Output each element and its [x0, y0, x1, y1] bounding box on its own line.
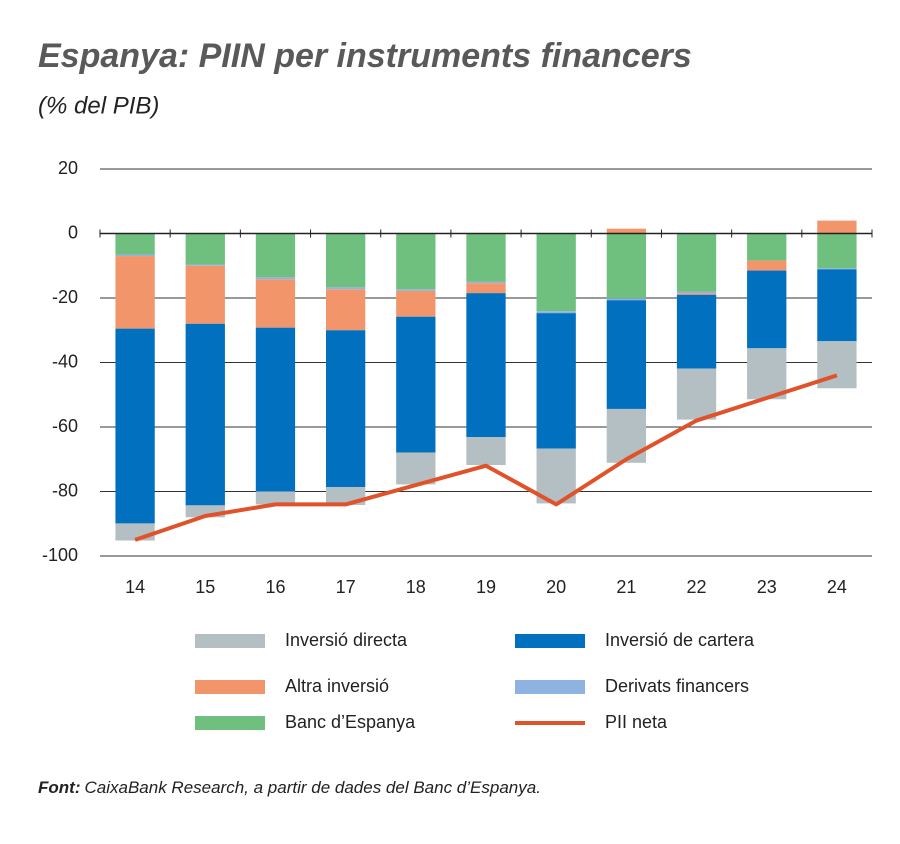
legend-swatch	[515, 680, 585, 694]
x-tick-label: 15	[195, 577, 215, 597]
bar-segment	[255, 277, 296, 280]
x-tick-label: 17	[336, 577, 356, 597]
bar-segment	[255, 233, 296, 278]
bar-segment	[606, 228, 647, 234]
source-text: CaixaBank Research, a partir de dades de…	[84, 778, 540, 797]
x-tick-label: 22	[687, 577, 707, 597]
legend-label: Derivats financers	[605, 676, 749, 696]
y-tick-label: -60	[52, 416, 78, 436]
bar-segment	[606, 408, 647, 463]
y-tick-label: -40	[52, 351, 78, 371]
source-label: Font:	[38, 778, 80, 797]
legend-label: Inversió de cartera	[605, 630, 755, 650]
bar-segment	[255, 491, 296, 505]
bar-segment	[676, 294, 717, 369]
bar-segment	[115, 254, 155, 257]
x-tick-label: 14	[125, 577, 145, 597]
bar-segment	[185, 233, 225, 265]
bar-segment	[747, 260, 787, 271]
bar-segment	[466, 283, 506, 294]
legend-swatch	[195, 634, 265, 648]
bar-segment	[747, 270, 787, 349]
bar-segment	[325, 289, 366, 331]
bar-segment	[115, 328, 155, 524]
x-tick-label: 20	[546, 577, 566, 597]
y-tick-label: -80	[52, 480, 78, 500]
bar-segment	[185, 265, 225, 324]
bar-segment	[255, 279, 296, 328]
bar-segment	[185, 323, 225, 506]
legend-label: Altra inversió	[285, 676, 389, 696]
y-tick-label: -20	[52, 287, 78, 307]
source: Font: CaixaBank Research, a partir de dad…	[38, 778, 541, 797]
bar-segment	[676, 368, 717, 420]
legend-swatch	[515, 634, 585, 648]
bar-segment	[466, 281, 506, 284]
bar-segment	[817, 220, 857, 234]
bar-segment	[325, 330, 366, 487]
bar-segment	[606, 298, 647, 301]
bar-segment	[606, 233, 647, 299]
bar-segment	[817, 268, 857, 270]
bar-segment	[396, 452, 436, 485]
line	[134, 373, 838, 542]
x-tick-label: 23	[757, 577, 777, 597]
bar-segment	[115, 233, 155, 255]
bar-segment	[536, 233, 576, 312]
bar-segment	[817, 269, 857, 342]
x-tick-label: 21	[616, 577, 636, 597]
bar-segment	[676, 291, 717, 294]
bar-segment	[676, 293, 717, 295]
legend-swatch	[195, 680, 265, 694]
bar-segment	[396, 289, 436, 291]
bar-segment	[115, 256, 155, 329]
bar-segment	[536, 311, 576, 314]
y-tick-label: 20	[58, 158, 78, 178]
bar-segment	[396, 316, 436, 453]
bar-segment	[817, 233, 857, 269]
legend-label: PII neta	[605, 712, 668, 732]
x-tick-label: 18	[406, 577, 426, 597]
bar-segment	[325, 233, 366, 288]
legend-label: Banc d’Espanya	[285, 712, 416, 732]
y-tick-label: -100	[42, 545, 78, 565]
bar-segment	[747, 348, 787, 400]
x-tick-label: 16	[265, 577, 285, 597]
y-tick-label: 0	[68, 222, 78, 242]
x-tick-label: 24	[827, 577, 847, 597]
bar-segment	[255, 327, 296, 492]
legend-label: Inversió directa	[285, 630, 408, 650]
bar-segment	[396, 233, 436, 290]
bar-segment	[185, 264, 225, 266]
chart-subtitle: (% del PIB)	[38, 92, 159, 119]
chart-title: Espanya: PIIN per instruments financers	[38, 37, 692, 75]
bar-segment	[466, 293, 506, 437]
bar-segment	[606, 300, 647, 409]
bar-segment	[747, 233, 787, 261]
legend-swatch	[195, 716, 265, 730]
bar-segment	[466, 233, 506, 282]
bar-segment	[325, 287, 366, 290]
bar-segment	[396, 290, 436, 317]
bar-segment	[185, 505, 225, 518]
x-tick-label: 19	[476, 577, 496, 597]
bar-segment	[676, 233, 717, 292]
bar-segment	[466, 436, 506, 466]
bar-segment	[536, 313, 576, 449]
